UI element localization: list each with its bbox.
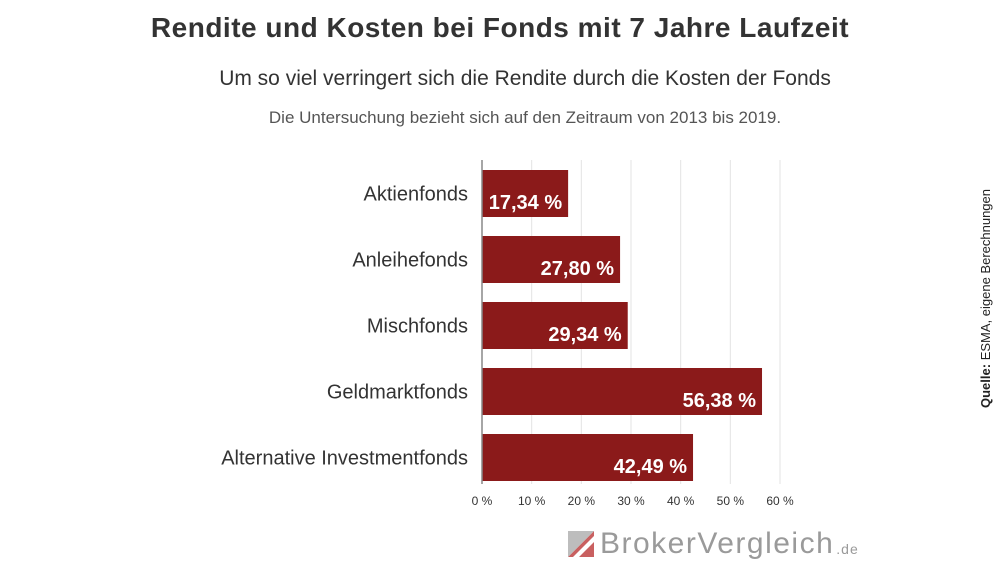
bar xyxy=(482,368,763,415)
value-labels: 17,34 % 27,80 % 29,34 % 56,38 % 42,49 % xyxy=(489,192,757,478)
bars xyxy=(482,170,763,481)
x-tick-label: 0 % xyxy=(472,494,493,508)
category-label: Aktienfonds xyxy=(363,184,468,206)
category-labels: Aktienfonds Anleihefonds Mischfonds Geldmar… xyxy=(221,184,468,470)
x-tick-label: 40 % xyxy=(667,494,695,508)
data-label: 27,80 % xyxy=(541,258,615,280)
x-tick-label: 10 % xyxy=(518,494,546,508)
x-tick-label: 30 % xyxy=(617,494,645,508)
category-label: Anleihefonds xyxy=(352,250,468,272)
brokervergleich-logo-icon xyxy=(568,531,594,557)
data-label: 29,34 % xyxy=(548,324,622,346)
x-tick-label: 60 % xyxy=(766,494,794,508)
category-label: Alternative Investmentfonds xyxy=(221,448,468,470)
logo-text: BrokerVergleich xyxy=(600,527,835,560)
bar xyxy=(482,302,628,349)
data-label: 17,34 % xyxy=(489,192,563,214)
category-label: Geldmarktfonds xyxy=(327,382,468,404)
source-text: ESMA, eigene Berechnungen xyxy=(978,189,993,361)
source-key: Quelle: xyxy=(978,363,993,408)
x-tick-labels: 0 % 10 % 20 % 30 % 40 % 50 % 60 % xyxy=(472,494,794,508)
chart-subtitle: Um so viel verringert sich die Rendite d… xyxy=(219,67,831,90)
bar xyxy=(482,170,569,217)
logo-tld: .de xyxy=(836,541,859,557)
bar xyxy=(482,236,621,283)
bar xyxy=(482,434,694,481)
source-note: Quelle: ESMA, eigene Berechnungen xyxy=(978,189,993,408)
chart-title: Rendite und Kosten bei Fonds mit 7 Jahre… xyxy=(150,12,850,43)
category-label: Mischfonds xyxy=(367,316,468,338)
brokervergleich-logo: BrokerVergleich .de xyxy=(568,527,859,561)
x-tick-label: 20 % xyxy=(568,494,596,508)
chart-note: Die Untersuchung bezieht sich auf den Ze… xyxy=(268,108,782,127)
data-label: 56,38 % xyxy=(683,390,757,412)
data-label: 42,49 % xyxy=(614,456,688,478)
x-tick-label: 50 % xyxy=(717,494,745,508)
